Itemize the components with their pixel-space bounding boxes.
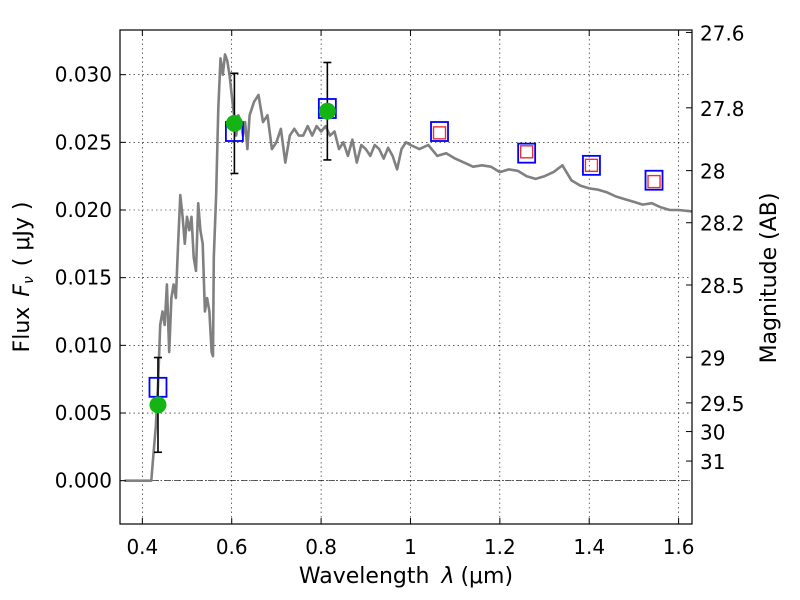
mag-tick-label: 28.2 [700, 212, 745, 236]
red-model-square [519, 145, 534, 159]
mag-tick-label: 31 [700, 450, 725, 474]
photometry-markers [148, 98, 664, 414]
y-tick-label: 0.030 [55, 63, 112, 87]
mag-tick-label: 30 [700, 421, 725, 445]
mag-tick-label: 28 [700, 160, 725, 184]
y-tick-label: 0.025 [55, 130, 112, 154]
x-tick-label: 0.6 [216, 535, 248, 559]
mag-tick-label: 27.8 [700, 97, 745, 121]
y-tick-label: 0.005 [55, 401, 112, 425]
blue-model-square [430, 121, 449, 142]
x-tick-label: 1.2 [484, 535, 516, 559]
axis-ticks [120, 30, 692, 524]
red-model-square [432, 126, 447, 140]
blue-model-square [644, 169, 664, 191]
x-tick-label: 0.4 [126, 535, 158, 559]
plot-frame [119, 29, 693, 525]
observed-point [225, 114, 243, 132]
red-model-square [584, 158, 599, 173]
spectrum-line [124, 53, 693, 482]
mag-tick-label: 27.6 [700, 21, 745, 45]
blue-model-square [517, 142, 537, 164]
observed-point [149, 396, 167, 414]
y-tick-label: 0.020 [55, 198, 112, 222]
y-tick-label: 0.000 [55, 469, 112, 493]
y-tick-label: 0.015 [55, 266, 112, 290]
spectrum-series [124, 53, 693, 482]
tick-labels: 0.4 0.6 0.8 1 1.2 1.4 1.6 0.000 0.005 0.010 0.015 0… [55, 21, 745, 559]
error-bars [153, 61, 332, 454]
red-model-square [647, 174, 661, 189]
mag-tick-label: 29.5 [700, 392, 745, 416]
x-tick-label: 1.6 [663, 535, 695, 559]
mag-tick-label: 28.5 [700, 274, 745, 298]
observed-point [318, 102, 336, 120]
y-tick-label: 0.010 [55, 333, 112, 357]
y-axis-label: FluxFν( μJy ) [10, 202, 37, 353]
x-tick-label: 1 [404, 535, 417, 559]
blue-model-square [582, 154, 601, 176]
grid [120, 30, 692, 524]
x-tick-label: 0.8 [305, 535, 337, 559]
y-axis-right-label: Magnitude (AB) [757, 193, 782, 364]
mag-tick-label: 29 [700, 346, 725, 370]
x-axis-label: Wavelength λ (μm) [299, 564, 513, 589]
x-tick-label: 1.4 [573, 535, 605, 559]
